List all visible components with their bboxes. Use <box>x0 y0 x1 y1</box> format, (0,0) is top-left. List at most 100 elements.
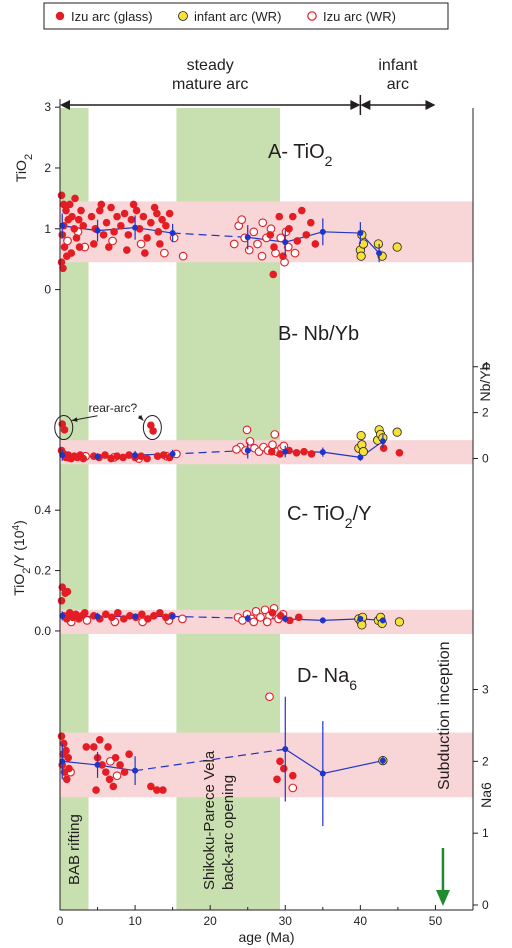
legend-box <box>43 2 449 30</box>
izu-glass-point <box>120 768 129 776</box>
izu-glass-point <box>149 427 157 435</box>
izu-wr-point <box>253 239 262 249</box>
panel-D-y-label: Na6 <box>478 782 494 808</box>
izu-glass-point <box>147 218 155 227</box>
izu-wr-point <box>258 218 268 228</box>
izu-glass-point <box>60 243 69 251</box>
arc-period-label: steady <box>187 57 234 74</box>
izu-glass-point <box>129 200 138 209</box>
izu-glass-point <box>67 249 76 257</box>
izu-glass-point <box>156 240 164 248</box>
izu-wr-point <box>276 233 286 243</box>
panel-C-title-part: C- TiO <box>287 503 345 525</box>
izu-glass-point <box>165 209 174 218</box>
izu-glass-point <box>120 209 129 218</box>
izu-glass-point <box>59 264 67 273</box>
legend-label: Izu arc (glass) <box>71 9 153 24</box>
panel-C-y-label-part: /Y (10 <box>11 530 27 567</box>
izu-wr-point <box>82 616 92 625</box>
izu-glass-point <box>57 191 66 200</box>
rear-arc-label: rear-arc? <box>89 401 138 415</box>
izu-glass-point <box>137 452 145 461</box>
panel-A-mean-point <box>376 250 383 257</box>
izu-glass-point <box>124 231 133 239</box>
izu-glass-point <box>72 234 81 242</box>
rear-arc-ellipse <box>54 415 74 441</box>
izu-glass-point <box>60 426 69 434</box>
x-tick-label: 10 <box>128 914 142 928</box>
izu-wr-point <box>270 430 280 439</box>
x-tick-label: 30 <box>279 914 293 928</box>
panel-D-mean-point <box>319 770 326 777</box>
izu-glass-point <box>268 609 277 617</box>
infant-wr-point <box>358 447 368 457</box>
izu-wr-point <box>136 239 146 249</box>
rear-arc-ellipse <box>142 415 162 441</box>
panel-D-mean-point <box>379 757 386 764</box>
panel-C-mean-point <box>282 615 289 622</box>
izu-glass-point <box>71 194 79 203</box>
izu-glass-point <box>105 775 114 784</box>
infant-wr-point <box>356 251 366 261</box>
panel-D-mean-point <box>59 758 66 765</box>
izu-wr-point <box>251 606 261 616</box>
panel-D-y-tick-label: 3 <box>482 683 489 697</box>
arc-period-arrowhead <box>60 100 70 110</box>
izu-glass-point <box>59 200 68 209</box>
izu-wr-point <box>256 613 265 622</box>
panel-A-y-tick-label: 3 <box>44 100 51 114</box>
panel-B-y-tick-label: 2 <box>482 406 489 420</box>
legend-marker-glass <box>55 11 65 21</box>
izu-glass-point <box>95 735 104 744</box>
panel-C-mean-point <box>132 613 139 620</box>
izu-glass-point <box>276 450 284 458</box>
izu-glass-point <box>77 206 85 215</box>
izu-glass-point <box>117 221 125 230</box>
izu-glass-point <box>132 206 141 215</box>
izu-glass-point <box>62 775 71 784</box>
panel-D-y-tick-label: 1 <box>482 826 489 840</box>
izu-glass-point <box>300 447 308 456</box>
izu-glass-point <box>153 786 161 794</box>
panel-B-y-label: Nb/Yb <box>477 362 493 401</box>
izu-glass-point <box>292 448 301 457</box>
panel-D-mean-point <box>94 761 101 768</box>
x-axis-label: age (Ma) <box>238 929 294 945</box>
izu-glass-point <box>297 206 306 215</box>
panel-A-mean-point <box>282 239 289 246</box>
panel-B-title-part: B- Nb/Yb <box>278 323 359 345</box>
izu-glass-point <box>125 451 133 459</box>
izu-glass-point <box>279 764 288 773</box>
panel-D-title-part: D- Na <box>297 665 350 687</box>
izu-glass-point <box>307 218 315 227</box>
panel-A-y-label-part: 2 <box>23 154 35 160</box>
panel-B-mean-point <box>379 438 386 445</box>
izu-glass-point <box>65 764 73 773</box>
panel-A-mean-point <box>169 230 176 237</box>
izu-glass-point <box>89 240 98 248</box>
izu-glass-point <box>75 243 84 251</box>
panel-C-mean-point <box>244 615 251 622</box>
izu-glass-point <box>275 212 284 221</box>
legend-marker-wr <box>307 11 317 21</box>
izu-wr-point <box>160 248 169 258</box>
izu-glass-point <box>288 771 297 780</box>
izu-glass-point <box>113 212 121 221</box>
arc-period-arrowhead <box>360 100 371 110</box>
izu-glass-point <box>158 215 166 224</box>
izu-glass-point <box>62 206 70 215</box>
izu-wr-point <box>262 617 272 627</box>
infant-wr-point <box>358 239 368 249</box>
panel-D-mean-point <box>282 746 289 753</box>
panel-C-y-tick-label: 0.0 <box>34 624 51 638</box>
izu-glass-point <box>294 613 303 622</box>
rear-arc-arrowhead <box>137 414 144 421</box>
panel-C-title-part: /Y <box>353 503 372 525</box>
subduction-arrow-head <box>435 890 450 906</box>
panel-A-y-tick-label: 2 <box>44 161 51 175</box>
panel-B-title: B- Nb/Yb <box>278 323 359 345</box>
izu-glass-point <box>74 215 83 224</box>
izu-glass-point <box>139 212 148 221</box>
panel-C-y-label-part: ) <box>11 520 27 525</box>
